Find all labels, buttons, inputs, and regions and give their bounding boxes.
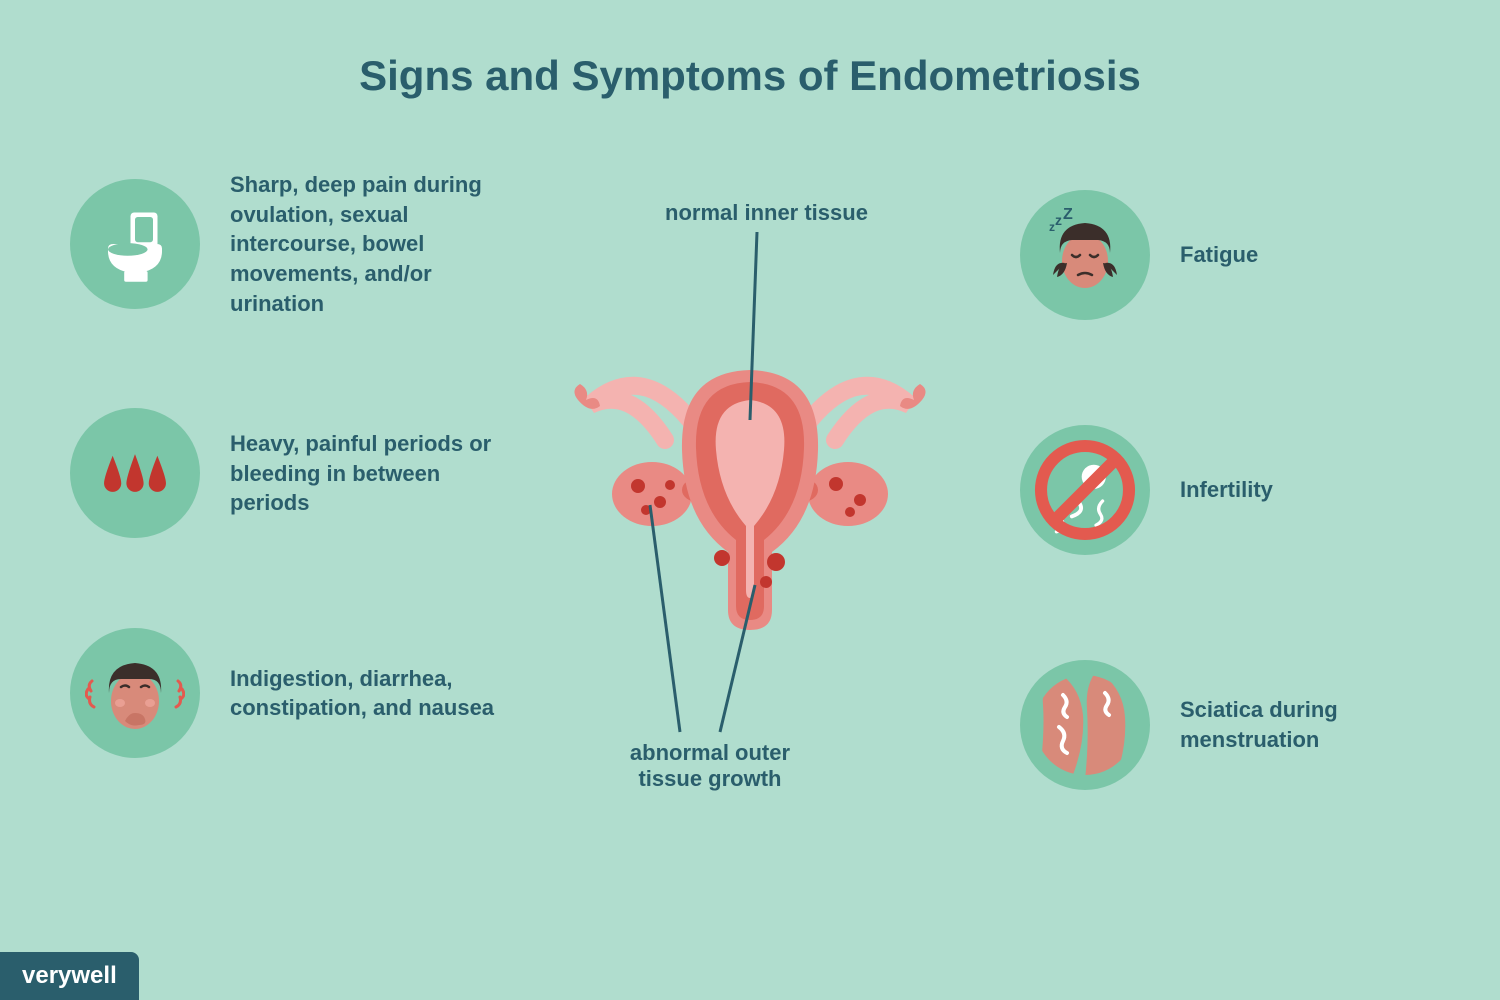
symptom-item-nausea: Indigestion, diarrhea, constipation, and… bbox=[70, 628, 500, 758]
blood-drops-icon bbox=[70, 408, 200, 538]
symptom-text: Infertility bbox=[1180, 475, 1273, 505]
svg-text:Z: Z bbox=[1063, 206, 1073, 223]
leg-pain-icon bbox=[1020, 660, 1150, 790]
symptom-text: Heavy, painful periods or bleeding in be… bbox=[230, 429, 500, 518]
symptom-text: Indigestion, diarrhea, constipation, and… bbox=[230, 664, 500, 723]
symptom-item-fatigue: z z Z Fatigue bbox=[1020, 190, 1420, 320]
symptom-item-periods: Heavy, painful periods or bleeding in be… bbox=[70, 408, 500, 538]
annotation-outer-label: abnormal outer tissue growth bbox=[600, 740, 820, 792]
symptom-item-sciatica: Sciatica during menstruation bbox=[1020, 660, 1420, 790]
uterus-illustration bbox=[560, 290, 940, 670]
symptom-item-infertility: Infertility bbox=[1020, 425, 1420, 555]
nausea-face-icon bbox=[70, 628, 200, 758]
annotation-inner-label: normal inner tissue bbox=[665, 200, 868, 226]
symptom-text: Sciatica during menstruation bbox=[1180, 695, 1420, 754]
fatigue-face-icon: z z Z bbox=[1020, 190, 1150, 320]
symptom-item-pain: Sharp, deep pain during ovulation, sexua… bbox=[70, 170, 500, 318]
brand-badge: verywell bbox=[0, 952, 139, 1000]
no-sperm-icon bbox=[1020, 425, 1150, 555]
right-column: z z Z Fatigue bbox=[1020, 190, 1420, 790]
symptom-text: Sharp, deep pain during ovulation, sexua… bbox=[230, 170, 500, 318]
toilet-icon bbox=[70, 179, 200, 309]
infographic-canvas: Signs and Symptoms of Endometriosis Shar… bbox=[0, 0, 1500, 1000]
left-column: Sharp, deep pain during ovulation, sexua… bbox=[70, 170, 500, 758]
svg-text:z: z bbox=[1055, 212, 1062, 228]
symptom-text: Fatigue bbox=[1180, 240, 1258, 270]
page-title: Signs and Symptoms of Endometriosis bbox=[0, 52, 1500, 100]
